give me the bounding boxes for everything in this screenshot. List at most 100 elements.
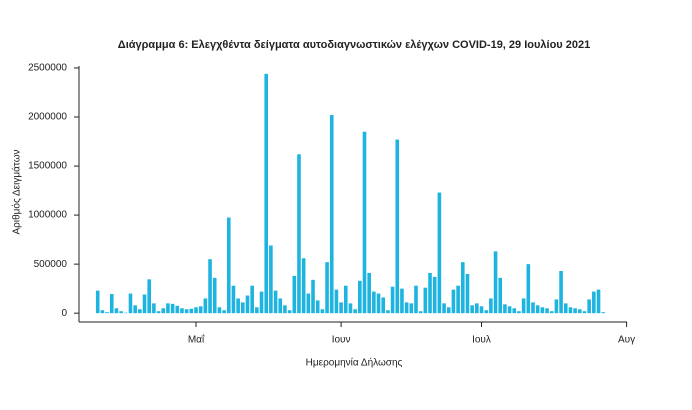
bar bbox=[480, 306, 484, 313]
bar bbox=[311, 280, 315, 313]
y-tick-label: 2000000 bbox=[28, 112, 67, 123]
bar bbox=[541, 307, 545, 313]
bar bbox=[194, 307, 198, 313]
bar bbox=[395, 140, 399, 314]
bar bbox=[475, 303, 479, 313]
bar bbox=[545, 308, 549, 313]
bar bbox=[115, 308, 119, 313]
bar bbox=[405, 302, 409, 313]
bar bbox=[166, 303, 170, 313]
y-tick-label: 0 bbox=[61, 308, 67, 319]
bar bbox=[587, 299, 591, 313]
bar bbox=[208, 259, 212, 313]
bar bbox=[503, 304, 507, 313]
bar bbox=[536, 305, 540, 313]
bar bbox=[573, 308, 577, 313]
y-tick-label: 2500000 bbox=[28, 63, 67, 74]
bar bbox=[358, 281, 362, 313]
bar bbox=[157, 311, 161, 313]
bar bbox=[414, 286, 418, 313]
bar bbox=[349, 303, 353, 313]
bar bbox=[250, 286, 254, 313]
bar bbox=[550, 311, 554, 313]
bar bbox=[274, 291, 278, 314]
bar bbox=[101, 310, 105, 313]
x-tick-label: Αυγ bbox=[618, 335, 635, 346]
bar bbox=[119, 311, 123, 313]
bar bbox=[241, 302, 245, 313]
bar bbox=[391, 287, 395, 313]
bar bbox=[105, 312, 109, 313]
bar bbox=[578, 309, 582, 313]
bar bbox=[559, 271, 563, 313]
bar bbox=[461, 262, 465, 313]
bar bbox=[302, 258, 306, 313]
bar bbox=[555, 299, 559, 313]
bar bbox=[452, 290, 456, 314]
bar bbox=[597, 290, 601, 314]
bar bbox=[344, 286, 348, 313]
bar bbox=[386, 310, 390, 313]
bar bbox=[316, 300, 320, 313]
bar bbox=[470, 305, 474, 313]
bar bbox=[419, 311, 423, 313]
bar bbox=[255, 307, 259, 313]
y-axis-label: Αριθμός Δειγμάτων bbox=[11, 149, 23, 234]
bar bbox=[512, 308, 516, 313]
bar bbox=[288, 310, 292, 313]
bar bbox=[185, 309, 189, 313]
y-tick-label: 1500000 bbox=[28, 161, 67, 172]
bar bbox=[152, 303, 156, 313]
bar bbox=[424, 288, 428, 314]
bar bbox=[110, 294, 114, 313]
bar bbox=[531, 302, 535, 313]
bar bbox=[564, 303, 568, 313]
bar bbox=[297, 154, 301, 313]
bar bbox=[456, 286, 460, 313]
y-tick-label: 500000 bbox=[34, 259, 68, 270]
bar bbox=[517, 311, 521, 313]
bar bbox=[129, 294, 133, 314]
bar bbox=[335, 290, 339, 314]
bar bbox=[283, 305, 287, 313]
bar bbox=[204, 298, 208, 313]
bar bbox=[292, 276, 296, 313]
bar bbox=[381, 297, 385, 313]
bar bbox=[171, 304, 175, 313]
bar bbox=[330, 115, 334, 313]
x-tick-label: Μαΐ bbox=[188, 334, 205, 346]
bar bbox=[278, 298, 282, 313]
x-tick-label: Ιουλ bbox=[472, 335, 491, 346]
bar bbox=[583, 311, 587, 313]
bar bbox=[138, 309, 142, 313]
bar bbox=[339, 302, 343, 313]
bar bbox=[246, 296, 250, 314]
bar bbox=[489, 298, 493, 313]
bar bbox=[498, 278, 502, 313]
bar bbox=[442, 303, 446, 313]
chart-title: Διάγραμμα 6: Ελεγχθέντα δείγματα αυτοδια… bbox=[118, 39, 590, 51]
x-axis-label: Ημερομηνία Δήλωσης bbox=[306, 357, 403, 369]
bar bbox=[433, 277, 437, 313]
bar bbox=[264, 74, 268, 313]
bar bbox=[269, 245, 273, 313]
bar bbox=[260, 292, 264, 314]
bar bbox=[307, 294, 311, 314]
bar bbox=[367, 273, 371, 313]
bar bbox=[227, 218, 231, 314]
bar bbox=[569, 307, 573, 313]
bar bbox=[484, 310, 488, 313]
bar bbox=[218, 307, 222, 313]
bar bbox=[147, 279, 151, 313]
bar bbox=[592, 292, 596, 314]
bar bbox=[199, 306, 203, 313]
bar bbox=[321, 309, 325, 313]
bar bbox=[447, 307, 451, 313]
bar bbox=[372, 292, 376, 314]
bar bbox=[96, 291, 100, 314]
bar bbox=[363, 132, 367, 313]
bar bbox=[466, 274, 470, 313]
bar bbox=[175, 306, 179, 313]
bar bbox=[527, 264, 531, 313]
